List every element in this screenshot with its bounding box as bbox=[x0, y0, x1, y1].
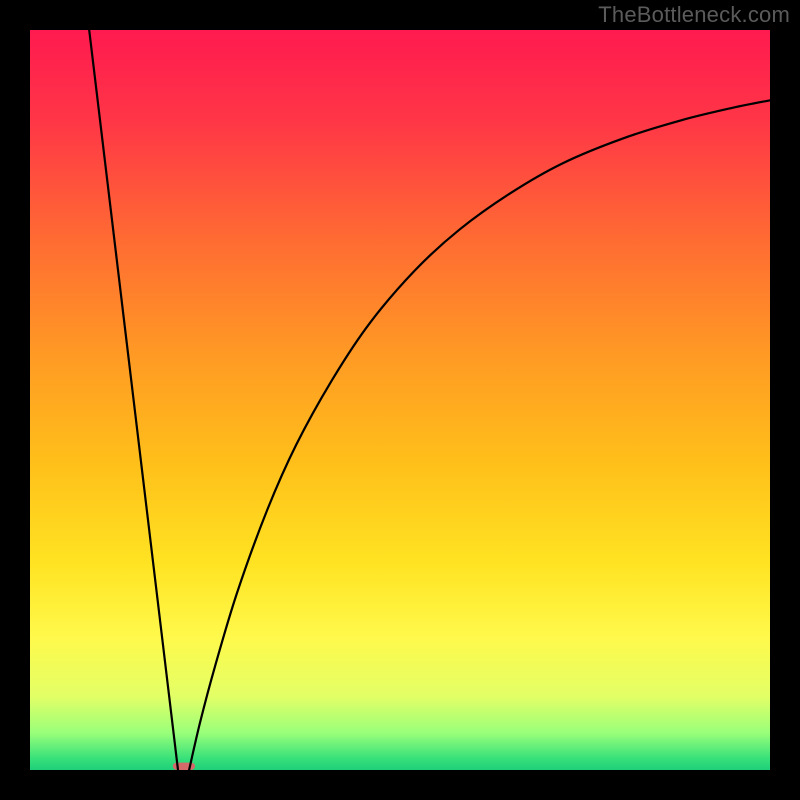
chart-frame: TheBottleneck.com bbox=[0, 0, 800, 800]
chart-gradient-area bbox=[30, 30, 770, 770]
bottleneck-chart bbox=[0, 0, 800, 800]
watermark-text: TheBottleneck.com bbox=[598, 2, 790, 28]
